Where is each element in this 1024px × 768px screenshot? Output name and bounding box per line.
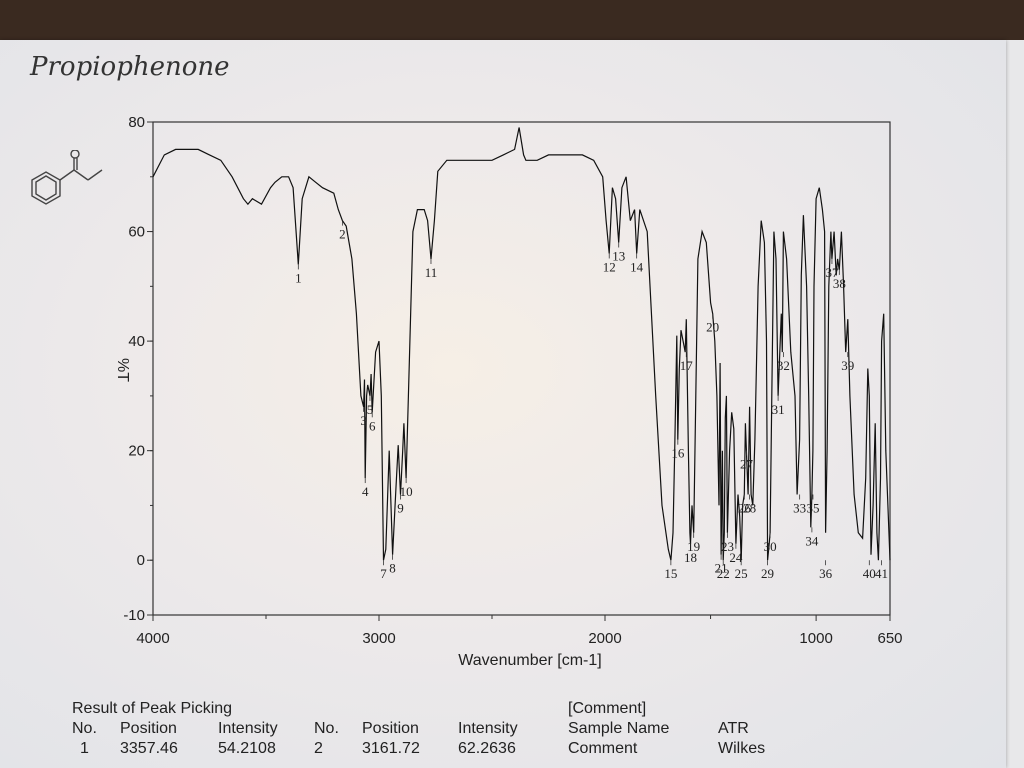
peak-label: 27 <box>740 457 754 472</box>
y-tick-label: 60 <box>128 224 145 241</box>
peak-label: 8 <box>389 561 396 576</box>
table-header-no-2: No. <box>314 720 339 737</box>
y-tick-label: 0 <box>137 552 145 569</box>
comment-heading: [Comment] <box>568 700 647 717</box>
peak-label: 23 <box>721 539 734 554</box>
comment-value: Wilkes <box>718 740 766 757</box>
peak-label: 33 <box>793 500 806 515</box>
peak-label: 28 <box>743 500 756 515</box>
peak-label: 19 <box>687 539 700 554</box>
peak-label: 30 <box>764 539 777 554</box>
table-cell: 1 <box>80 740 89 757</box>
y-axis-label: %T <box>114 358 131 382</box>
peak-label: 10 <box>400 484 413 499</box>
table-cell: 54.2108 <box>218 740 276 757</box>
paper-sheet <box>0 40 1006 768</box>
peak-label: 4 <box>362 484 369 499</box>
x-axis-label: Wavenumber [cm-1] <box>458 652 601 669</box>
y-tick-label: -10 <box>123 607 145 624</box>
peak-label: 3 <box>360 413 367 428</box>
table-header-position: Position <box>120 720 177 737</box>
peak-label: 1 <box>295 270 302 285</box>
y-tick-label: 80 <box>128 114 145 131</box>
peak-label: 32 <box>777 358 790 373</box>
table-header-position-2: Position <box>362 720 419 737</box>
table-header-no: No. <box>72 720 97 737</box>
peak-label: 40 <box>863 566 876 581</box>
table-cell: 3161.72 <box>362 740 420 757</box>
y-tick-label: 20 <box>128 443 145 460</box>
peak-label: 39 <box>841 358 854 373</box>
table-cell: 3357.46 <box>120 740 178 757</box>
peak-label: 35 <box>806 500 819 515</box>
peak-label: 37 <box>825 265 839 280</box>
peak-label: 31 <box>772 402 785 417</box>
peak-label: 13 <box>612 249 625 264</box>
peak-label: 38 <box>833 276 846 291</box>
peak-label: 12 <box>603 259 616 274</box>
x-tick-label: 1000 <box>799 630 832 647</box>
x-tick-label: 2000 <box>588 630 621 647</box>
x-tick-label: 650 <box>877 630 902 647</box>
peak-label: 5 <box>367 402 374 417</box>
peak-label: 15 <box>664 566 677 581</box>
x-tick-label: 4000 <box>136 630 169 647</box>
spectrum-line <box>152 127 891 561</box>
peak-label: 25 <box>735 566 748 581</box>
peak-label: 41 <box>875 566 888 581</box>
peak-label: 14 <box>630 259 644 274</box>
spectrum-plot <box>152 127 891 561</box>
peak-label: 7 <box>380 566 387 581</box>
peak-label: 11 <box>425 265 438 280</box>
comment-label: Comment <box>568 740 638 757</box>
peak-label: 36 <box>819 566 833 581</box>
y-tick-label: 40 <box>128 333 145 350</box>
peak-label: 20 <box>706 320 719 335</box>
handwritten-title: Propiophenone <box>30 52 230 82</box>
table-heading: Result of Peak Picking <box>72 700 233 717</box>
peak-label: 34 <box>805 533 819 548</box>
peak-label: 2 <box>339 227 346 242</box>
peak-label: 9 <box>397 500 404 515</box>
table-cell: 2 <box>314 740 323 757</box>
plot-frame <box>152 121 891 616</box>
table-cell: 62.2636 <box>458 740 516 757</box>
x-tick-label: 3000 <box>362 630 395 647</box>
propiophenone-structure-drawing <box>31 150 103 205</box>
comment-value: ATR <box>718 720 749 737</box>
peak-label: 29 <box>761 566 774 581</box>
chart-axes: -10 0 20 40 60 80 4000 3000 2000 1000 650 <box>123 114 902 647</box>
peak-label: 21 <box>715 561 728 576</box>
peak-label: 22 <box>717 566 730 581</box>
peak-label: 17 <box>680 358 694 373</box>
peak-label: 18 <box>684 550 697 565</box>
comment-label: Sample Name <box>568 720 670 737</box>
peak-label: 16 <box>671 446 685 461</box>
table-header-intensity-2: Intensity <box>458 720 518 737</box>
table-header-intensity: Intensity <box>218 720 278 737</box>
peak-label: 24 <box>729 550 743 565</box>
peak-label: 26 <box>738 500 752 515</box>
peak-label: 6 <box>369 418 376 433</box>
